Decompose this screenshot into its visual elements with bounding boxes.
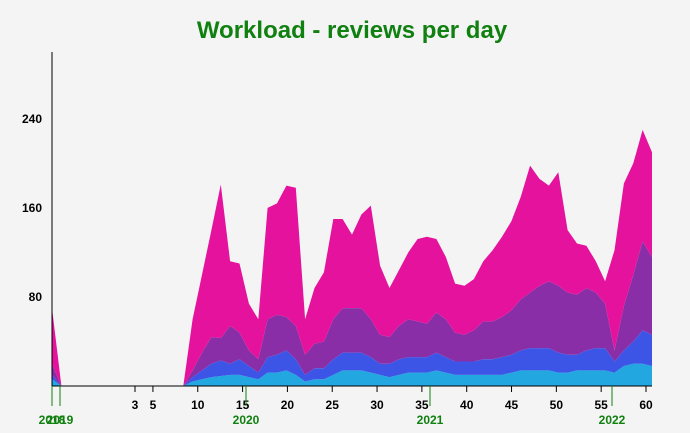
y-axis-ticks: 80 160 240 — [22, 112, 42, 304]
x-tick-label: 45 — [505, 398, 519, 412]
x-axis-ticks: 3 5 10 15 20 25 30 35 40 45 50 55 60 — [132, 386, 653, 412]
x-tick-label: 20 — [281, 398, 295, 412]
area-series-1 — [52, 330, 652, 386]
y-tick-label: 240 — [22, 112, 42, 126]
area-series-3 — [52, 129, 652, 386]
x-tick-label: 3 — [132, 398, 139, 412]
x-tick-label: 50 — [550, 398, 564, 412]
x-tick-label: 15 — [236, 398, 250, 412]
x-tick-label: 5 — [150, 398, 157, 412]
x-tick-label: 10 — [191, 398, 205, 412]
x-tick-label: 25 — [326, 398, 340, 412]
year-tick-label: 2021 — [417, 413, 444, 427]
x-tick-label: 40 — [460, 398, 474, 412]
year-tick-label: 2022 — [599, 413, 626, 427]
y-tick-label: 80 — [29, 290, 43, 304]
y-tick-label: 160 — [22, 201, 42, 215]
area-series-0 — [52, 363, 652, 386]
x-tick-label: 30 — [370, 398, 384, 412]
year-tick-label: 2018 — [39, 413, 66, 427]
x-tick-label: 35 — [415, 398, 429, 412]
area-series-2 — [52, 241, 652, 386]
chart-title: Workload - reviews per day — [197, 17, 508, 44]
year-tick-label: 2019 — [47, 413, 74, 427]
x-tick-label: 55 — [594, 398, 608, 412]
area-layers — [52, 129, 652, 386]
year-tick-label: 2020 — [233, 413, 260, 427]
x-tick-label: 60 — [639, 398, 653, 412]
